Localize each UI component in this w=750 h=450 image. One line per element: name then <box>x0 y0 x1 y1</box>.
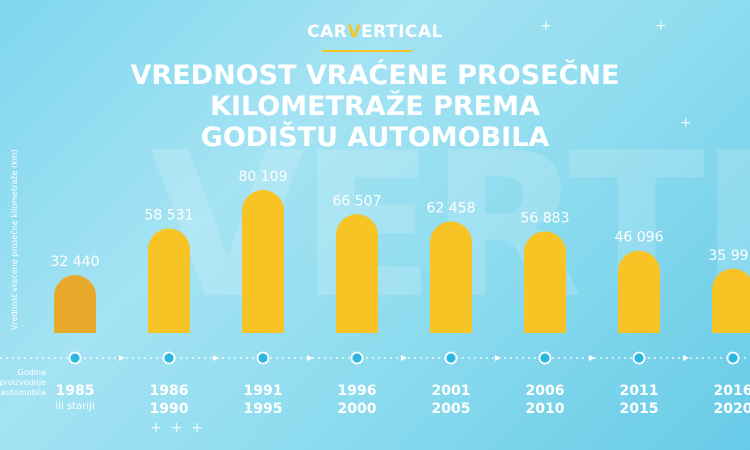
x-axis-title: Godina proizvodnje automobila <box>0 368 46 398</box>
timeline-marker <box>444 351 458 365</box>
timeline-arrow-icon <box>683 355 689 361</box>
x-axis-title-line-3: automobila <box>0 388 46 397</box>
x-axis-title-line-2: proizvodnje <box>0 378 46 387</box>
category-label-line-1: 2001 <box>432 383 471 399</box>
timeline-arrow-icon <box>589 355 595 361</box>
timeline-arrow-icon <box>119 355 125 361</box>
bar <box>430 221 472 333</box>
category-label-line-1: 2016 <box>714 383 750 399</box>
plus-decoration: + <box>680 115 692 131</box>
title-line-1: VREDNOST VRAĆENE PROSEČNE <box>130 60 620 91</box>
brand-logo: CARVERTICAL <box>0 22 750 42</box>
bar-value-label: 46 096 <box>615 230 664 246</box>
timeline-arrow-icon <box>307 355 313 361</box>
timeline-marker <box>632 351 646 365</box>
timeline-marker <box>350 351 364 365</box>
bar-value-label: 56 883 <box>521 210 570 226</box>
timeline-marker <box>68 351 82 365</box>
bar-value-label: 80 109 <box>239 169 288 185</box>
bar <box>524 231 566 333</box>
category-label-line-1: 1986 <box>150 383 189 399</box>
title-line-3: GODIŠTU AUTOMOBILA <box>200 122 550 153</box>
category-label-line-2: 2020 <box>714 401 750 417</box>
timeline-marker <box>538 351 552 365</box>
category-label-line-1: 1985 <box>56 383 95 399</box>
bar <box>148 228 190 333</box>
plus-decoration: + + + <box>150 420 203 436</box>
bar-value-label: 62 458 <box>427 201 476 217</box>
timeline-marker <box>162 351 176 365</box>
timeline-arrow-icon <box>401 355 407 361</box>
category-label-line-1: 2006 <box>526 383 565 399</box>
category-label-line-2: 1995 <box>244 401 283 417</box>
brand-logo-pre: CAR <box>307 22 348 42</box>
logo-underline <box>322 50 412 52</box>
category-label-line-1: 1996 <box>338 383 377 399</box>
timeline-marker <box>256 351 270 365</box>
bar <box>242 190 284 333</box>
brand-logo-v: V <box>347 22 362 42</box>
brand-logo-post: ERTICAL <box>361 22 443 42</box>
bar-value-label: 35 991 <box>709 248 750 264</box>
category-label-line-2: 2005 <box>432 401 471 417</box>
bar <box>336 214 378 333</box>
category-label-line-2: ili stariji <box>55 401 94 412</box>
title-line-2: KILOMETRAŽE PREMA <box>210 91 540 122</box>
bar-value-label: 58 531 <box>145 208 194 224</box>
bar-value-label: 66 507 <box>333 193 382 209</box>
category-label-line-2: 2010 <box>526 401 565 417</box>
category-label-line-2: 2000 <box>338 401 377 417</box>
bar <box>54 275 96 333</box>
category-label-line-1: 1991 <box>244 383 283 399</box>
bar <box>712 268 750 333</box>
bar-value-label: 32 440 <box>51 254 100 270</box>
plus-decoration: + <box>540 18 552 34</box>
category-label-line-2: 2015 <box>620 401 659 417</box>
timeline-arrow-icon <box>495 355 501 361</box>
timeline-arrow-icon <box>213 355 219 361</box>
chart-title: VREDNOST VRAĆENE PROSEČNE KILOMETRAŽE PR… <box>0 60 750 153</box>
timeline-marker <box>726 351 740 365</box>
category-label-line-1: 2011 <box>620 383 659 399</box>
plus-decoration: + <box>655 18 667 34</box>
bar <box>618 250 660 333</box>
category-label-line-2: 1990 <box>150 401 189 417</box>
x-axis-title-line-1: Godina <box>17 368 46 377</box>
